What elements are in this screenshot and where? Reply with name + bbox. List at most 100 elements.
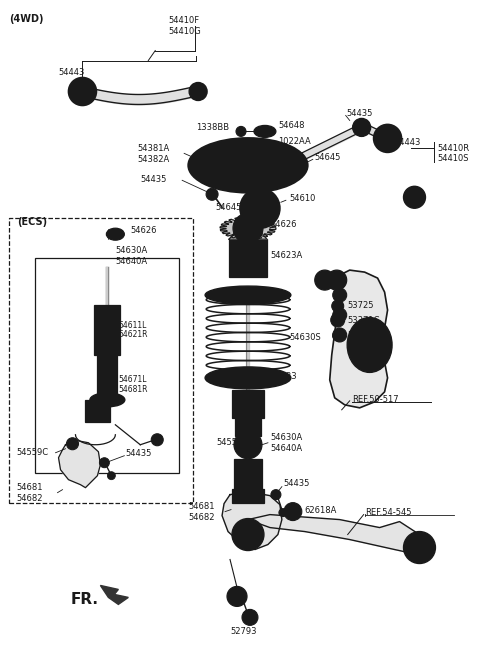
Text: 54645: 54645 xyxy=(315,153,341,162)
Text: 54621R: 54621R xyxy=(119,331,148,340)
Polygon shape xyxy=(245,228,248,239)
Polygon shape xyxy=(248,224,267,228)
Circle shape xyxy=(416,544,423,552)
Polygon shape xyxy=(220,227,248,228)
Bar xyxy=(234,459,262,488)
Polygon shape xyxy=(220,228,248,230)
Polygon shape xyxy=(248,220,270,228)
Polygon shape xyxy=(241,220,248,228)
Circle shape xyxy=(315,270,335,290)
Circle shape xyxy=(67,437,78,450)
Circle shape xyxy=(358,123,366,132)
Ellipse shape xyxy=(188,138,308,193)
Polygon shape xyxy=(248,226,276,228)
Circle shape xyxy=(108,471,115,480)
Polygon shape xyxy=(244,228,248,239)
Polygon shape xyxy=(238,218,248,228)
Circle shape xyxy=(353,119,371,136)
Text: 54381A: 54381A xyxy=(137,144,169,153)
Ellipse shape xyxy=(205,367,291,389)
Polygon shape xyxy=(235,218,248,228)
Circle shape xyxy=(271,490,281,499)
Circle shape xyxy=(189,83,207,100)
Polygon shape xyxy=(248,228,253,239)
Text: 54623A: 54623A xyxy=(270,250,302,259)
Polygon shape xyxy=(222,228,248,233)
Polygon shape xyxy=(248,218,259,228)
Polygon shape xyxy=(229,233,267,239)
Polygon shape xyxy=(248,219,263,228)
Ellipse shape xyxy=(242,162,254,168)
Circle shape xyxy=(234,431,262,459)
Text: 62618A: 62618A xyxy=(305,506,337,515)
Circle shape xyxy=(279,509,287,516)
Ellipse shape xyxy=(223,290,273,300)
Text: 54682: 54682 xyxy=(17,494,43,503)
Bar xyxy=(97,355,117,395)
Polygon shape xyxy=(221,228,248,231)
Polygon shape xyxy=(231,222,248,228)
Bar xyxy=(9,218,193,503)
Circle shape xyxy=(80,89,85,95)
Text: 54443: 54443 xyxy=(59,68,85,77)
Polygon shape xyxy=(248,217,252,228)
Circle shape xyxy=(327,270,347,290)
Polygon shape xyxy=(248,223,273,228)
Polygon shape xyxy=(248,218,258,228)
Bar xyxy=(35,258,179,473)
Ellipse shape xyxy=(236,159,261,171)
Polygon shape xyxy=(234,228,248,238)
Circle shape xyxy=(70,441,75,447)
Polygon shape xyxy=(248,228,274,232)
Ellipse shape xyxy=(223,155,273,176)
Text: 54648: 54648 xyxy=(278,121,304,130)
Circle shape xyxy=(331,313,345,327)
Polygon shape xyxy=(229,220,248,228)
Polygon shape xyxy=(229,228,248,233)
Polygon shape xyxy=(233,228,248,235)
Polygon shape xyxy=(248,228,276,230)
Polygon shape xyxy=(231,219,248,228)
Polygon shape xyxy=(231,228,248,237)
Text: (ECS): (ECS) xyxy=(17,217,47,227)
Polygon shape xyxy=(235,218,248,228)
Circle shape xyxy=(194,87,202,95)
Polygon shape xyxy=(248,228,262,238)
Text: 54630A: 54630A xyxy=(115,246,148,255)
Polygon shape xyxy=(248,228,250,237)
Circle shape xyxy=(248,196,272,220)
Polygon shape xyxy=(248,217,252,228)
Circle shape xyxy=(333,331,343,341)
Polygon shape xyxy=(220,228,248,230)
Text: 54682: 54682 xyxy=(188,513,215,522)
Polygon shape xyxy=(248,228,270,230)
Polygon shape xyxy=(248,228,259,239)
Polygon shape xyxy=(248,228,255,239)
Text: 54435: 54435 xyxy=(283,479,309,488)
Polygon shape xyxy=(248,218,256,228)
Polygon shape xyxy=(246,228,248,239)
Polygon shape xyxy=(226,222,248,228)
Polygon shape xyxy=(248,228,255,239)
Text: 54559C: 54559C xyxy=(17,448,49,457)
Polygon shape xyxy=(220,227,248,228)
Circle shape xyxy=(241,203,255,217)
Text: REF.54-545: REF.54-545 xyxy=(365,508,411,517)
Text: 54394A: 54394A xyxy=(348,331,380,340)
Polygon shape xyxy=(248,219,265,228)
Text: 54645: 54645 xyxy=(215,203,241,212)
Text: B: B xyxy=(411,192,418,202)
Circle shape xyxy=(373,125,402,153)
Polygon shape xyxy=(248,227,276,228)
Polygon shape xyxy=(248,220,265,228)
Ellipse shape xyxy=(96,395,119,404)
Polygon shape xyxy=(232,228,248,238)
Text: B: B xyxy=(334,276,340,284)
Polygon shape xyxy=(248,228,266,237)
Circle shape xyxy=(244,531,252,539)
Polygon shape xyxy=(248,228,267,237)
Text: 1022AA: 1022AA xyxy=(278,137,311,146)
Polygon shape xyxy=(223,228,248,233)
Polygon shape xyxy=(247,220,248,228)
Ellipse shape xyxy=(218,371,278,385)
